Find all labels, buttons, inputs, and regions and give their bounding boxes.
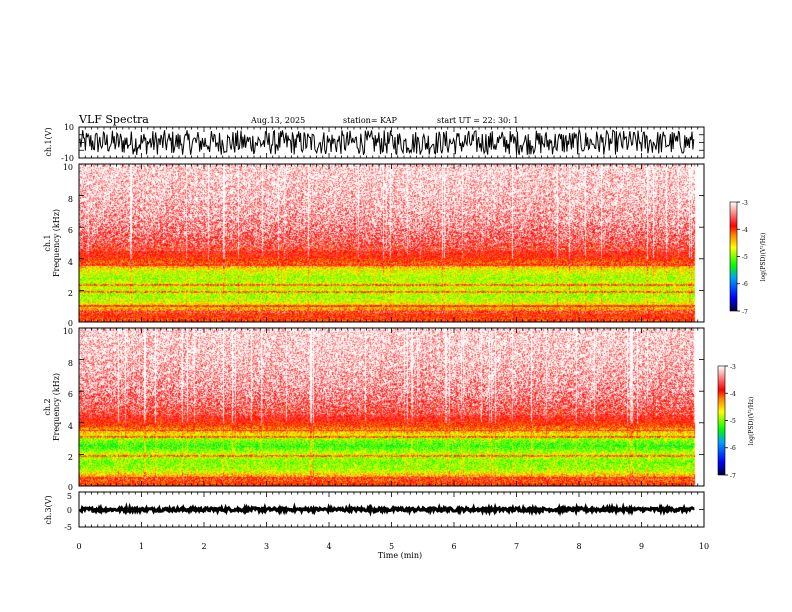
ch1-spectrogram-ticks: [78, 163, 705, 323]
ch1-ytick-top: 10: [64, 123, 74, 132]
spec2-ytick-0: 0: [68, 483, 73, 492]
xtick-0: 0: [76, 542, 81, 551]
ch1-ytick-bottom: -10: [61, 154, 74, 163]
spec1-ylabel-channel: ch.1: [43, 234, 52, 251]
ch1-ylabel: ch.1(V): [44, 127, 53, 156]
cb2-label: log(PSD)(V²/Hz): [748, 397, 755, 446]
cb2-tick-m3: -3: [730, 364, 736, 371]
ch3-ytick-0: 0: [67, 506, 72, 515]
ch2-spectrogram-image: [79, 328, 704, 486]
x-axis-label: Time (min): [378, 551, 422, 560]
spec2-ytick-2: 2: [68, 453, 73, 462]
xtick-7: 7: [514, 542, 519, 551]
cb2-tick-m7: -7: [730, 473, 736, 480]
xtick-1: 1: [139, 542, 144, 551]
cb2-tick-m6: -6: [730, 445, 736, 452]
ch3-waveform-trace: [78, 502, 695, 517]
spec1-ytick-6: 6: [68, 226, 73, 235]
ch2-colorbar-gradient: [717, 365, 726, 476]
spec1-ytick-8: 8: [68, 195, 73, 204]
ch1-waveform-trace: [79, 129, 695, 156]
ch1-spectrogram-image: [79, 164, 704, 322]
cb1-tick-m5: -5: [742, 254, 748, 261]
spec2-ytick-4: 4: [68, 422, 73, 431]
cb1-tick-m7: -7: [742, 309, 748, 316]
xtick-8: 8: [576, 542, 581, 551]
ch1-colorbar-ticks: [737, 201, 740, 312]
spec2-ytick-8: 8: [68, 359, 73, 368]
xtick-5: 5: [389, 542, 394, 551]
ch1-waveform-panel: 10 -10 ch.1(V): [44, 123, 705, 163]
ch2-colorbar-ticks: [725, 365, 728, 476]
spec2-ytick-10: 10: [63, 327, 73, 336]
x-axis: 0 1 2 3 4 5 6 7 8 9 10 Time (min): [76, 542, 709, 560]
ch1-spectrogram-panel: 10 8 6 4 2 0 ch.1 Frequency (kHz): [43, 163, 705, 328]
spec1-ytick-2: 2: [68, 289, 73, 298]
xtick-6: 6: [451, 542, 456, 551]
spec2-ylabel-channel: ch.2: [43, 398, 52, 415]
ch1-colorbar: -3 -4 -5 -6 -7 log(PSD)(V²/Hz): [729, 200, 767, 316]
spec1-ytick-4: 4: [68, 258, 73, 267]
start-time-label: start UT = 22: 30: 1: [437, 116, 518, 125]
ch3-ylabel: ch.3(V): [44, 495, 53, 524]
spec1-ylabel-frequency: Frequency (kHz): [52, 209, 61, 277]
cb1-tick-m6: -6: [742, 281, 748, 288]
ch2-colorbar: -3 -4 -5 -6 -7 log(PSD)(V²/Hz): [717, 364, 755, 480]
cb2-tick-m4: -4: [730, 391, 736, 398]
ch3-ytick-m5: -5: [64, 523, 72, 532]
cb1-tick-m4: -4: [742, 227, 748, 234]
xtick-4: 4: [326, 542, 331, 551]
ch1-axis-ticks: [78, 126, 705, 159]
date-label: Aug.13, 2025: [250, 116, 305, 125]
cb2-tick-m5: -5: [730, 418, 736, 425]
xtick-10: 10: [699, 542, 709, 551]
ch3-waveform-panel: 5 0 -5 ch.3(V): [44, 491, 705, 532]
spec2-ylabel-frequency: Frequency (kHz): [52, 373, 61, 441]
cb1-label: log(PSD)(V²/Hz): [760, 233, 767, 282]
xtick-9: 9: [639, 542, 644, 551]
spec1-ytick-10: 10: [63, 163, 73, 172]
figure-title: VLF Spectra: [78, 113, 149, 126]
spec1-ytick-0: 0: [68, 319, 73, 328]
ch2-spectrogram-panel: 10 8 6 4 2 0 ch.2 Frequency (kHz): [43, 327, 705, 492]
ch3-ytick-5: 5: [67, 492, 72, 501]
spec2-ytick-6: 6: [68, 390, 73, 399]
xtick-2: 2: [201, 542, 206, 551]
ch3-axis-ticks: [78, 491, 705, 528]
ch1-colorbar-gradient: [729, 201, 738, 312]
ch2-spectrogram-ticks: [78, 327, 705, 487]
cb1-tick-m3: -3: [742, 200, 748, 207]
station-label: station= KAP: [343, 116, 398, 125]
xtick-3: 3: [264, 542, 269, 551]
